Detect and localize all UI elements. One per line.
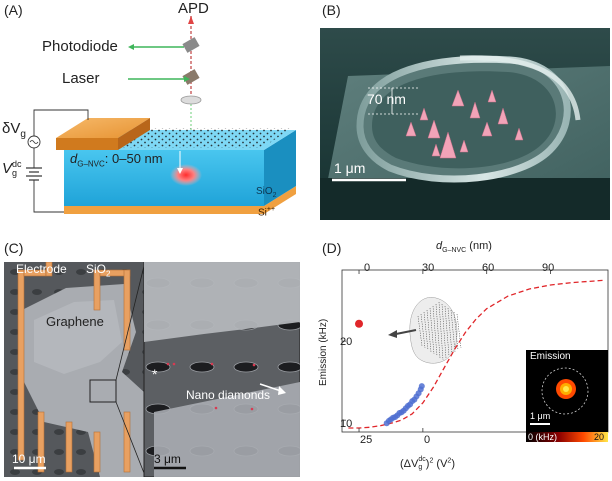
y-axis-label: Emission (kHz) — [318, 318, 329, 386]
y-tick-10: 10 — [340, 418, 353, 430]
scale-left-label: 10 μm — [12, 452, 46, 466]
si-layer — [64, 186, 296, 214]
panel-a-schematic — [26, 16, 296, 214]
cluster-line-8 — [441, 303, 447, 359]
star-marker: * — [152, 366, 158, 382]
bottom-tick-25: 25 — [360, 434, 373, 446]
cluster-line-10 — [447, 307, 453, 355]
cluster-line-9 — [444, 305, 450, 357]
cluster-line-13 — [456, 313, 462, 349]
cluster-line-12 — [453, 311, 459, 351]
afm-peaks — [405, 89, 524, 159]
objective-lens — [180, 95, 202, 105]
mirror-top — [182, 37, 200, 53]
nanodiamonds-label: Nano diamonds — [186, 388, 271, 402]
cluster-line-0 — [417, 315, 423, 347]
panel-c-letter: (C) — [4, 240, 24, 256]
emission-inset — [526, 350, 608, 442]
sem-sio2-label: SiO2 — [86, 262, 111, 279]
y-tick-20: 20 — [340, 336, 353, 348]
cluster-line-1 — [420, 313, 426, 349]
sio2-front — [64, 150, 264, 206]
apd-arrow — [188, 16, 194, 24]
colorbar — [526, 432, 608, 442]
graphene-label: Graphene — [46, 314, 104, 329]
panel-b-afm-image — [320, 28, 610, 220]
mirror-bottom — [182, 69, 200, 85]
top-axis-label: dG–NVC (nm) — [436, 240, 492, 255]
laser-label: Laser — [62, 70, 100, 87]
panel-c-sem-image — [4, 262, 300, 477]
cluster-line-7 — [438, 301, 444, 361]
graphene-sheet — [110, 128, 292, 148]
panel-b-letter: (B) — [322, 2, 341, 18]
gold-electrodes — [17, 262, 131, 473]
afm-scale-label: 1 μm — [334, 160, 366, 176]
top-tick-2: 60 — [482, 262, 495, 274]
data-point-17 — [418, 383, 425, 390]
top-tick-1: 30 — [422, 262, 435, 274]
si-label: Si++ — [258, 206, 276, 219]
colorbar-min-label: 0 (kHz) — [528, 432, 557, 442]
photodiode-label: Photodiode — [42, 38, 118, 55]
bottom-tick-0: 0 — [424, 434, 431, 446]
panel-a-letter: (A) — [4, 2, 23, 18]
scale-right-label: 3 μm — [154, 452, 181, 466]
electrode-label: Electrode — [16, 262, 67, 276]
cluster-line-2 — [423, 311, 429, 351]
delta-vg-label: δVg — [2, 120, 26, 140]
circuit-wire — [33, 109, 89, 136]
cluster-arrow — [395, 329, 417, 335]
top-tick-3: 90 — [542, 262, 555, 274]
electrode-front — [56, 138, 118, 150]
sio2-label: SiO2 — [256, 186, 277, 199]
panel-d-chart — [341, 269, 609, 442]
inset-title: Emission — [530, 351, 571, 362]
cluster-line-6 — [435, 303, 441, 359]
electrode-top — [56, 118, 150, 138]
cluster-line-5 — [432, 305, 438, 357]
inset-scale-label: 1 μm — [530, 411, 551, 421]
colorbar-max-label: 20 — [594, 432, 605, 442]
graphene-cluster — [409, 297, 458, 364]
zoom-box — [89, 379, 117, 403]
distance-label: dG–NVC: 0–50 nm — [70, 151, 163, 169]
afm-height-label: 70 nm — [367, 91, 406, 107]
isolated-point — [355, 319, 364, 328]
bottom-axis-label: (ΔV dc g)2 (V2) — [400, 456, 455, 471]
panel-d-letter: (D) — [322, 240, 342, 256]
cluster-line-4 — [429, 307, 435, 355]
nanodiamond-dots — [166, 362, 256, 411]
fit-curve — [348, 279, 604, 429]
electrode-side — [118, 118, 150, 150]
nv-center-glow — [170, 164, 202, 186]
top-tick-0: 0 — [364, 262, 371, 274]
apd-label: APD — [178, 0, 209, 17]
sio2-side — [264, 130, 296, 206]
